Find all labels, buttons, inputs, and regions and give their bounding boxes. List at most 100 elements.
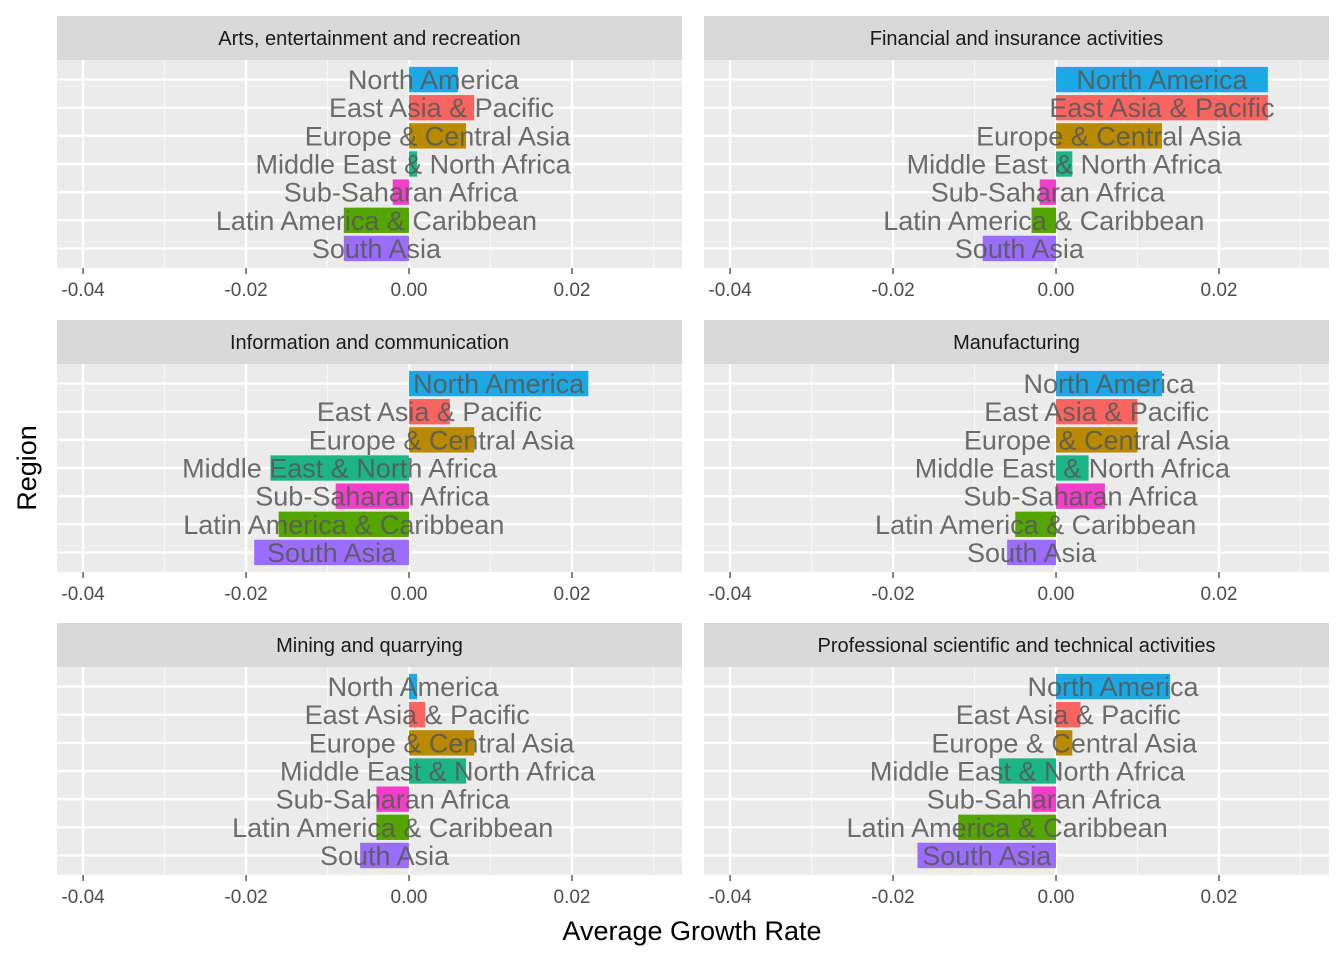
facet-title: Professional scientific and technical ac… — [818, 635, 1216, 657]
bar-label: Latin America & Caribbean — [875, 510, 1196, 540]
facet-panel: Information and communication North Ameri… — [57, 320, 682, 605]
bar — [1015, 511, 1057, 537]
bar-label: North America — [328, 672, 500, 702]
bar — [409, 730, 475, 756]
bar-label: Sub-Saharan Africa — [284, 178, 519, 208]
bar — [335, 483, 410, 509]
x-tick-label: 0.02 — [554, 280, 591, 301]
bar — [409, 673, 418, 700]
facet-strip — [57, 623, 682, 667]
bar — [270, 455, 410, 481]
bar-label: North America — [1076, 65, 1248, 95]
bar-label: Latin America & Caribbean — [183, 510, 504, 540]
bar — [278, 511, 410, 537]
bar-label: East Asia & Pacific — [1049, 93, 1274, 123]
facet-strip — [704, 320, 1329, 364]
bar-label: North America — [413, 369, 585, 399]
x-tick-label: 0.00 — [391, 280, 428, 301]
bar — [1056, 427, 1138, 453]
bar — [1056, 455, 1089, 481]
bar — [1031, 786, 1057, 812]
x-tick-label: 0.00 — [391, 887, 428, 908]
x-tick-label: 0.00 — [1038, 887, 1075, 908]
bar-label: North America — [1028, 672, 1200, 702]
bar-label: South Asia — [967, 538, 1097, 568]
x-tick-label: -0.02 — [871, 584, 914, 605]
bar-label: South Asia — [922, 841, 1052, 871]
bar — [1056, 702, 1081, 728]
facet-title: Arts, entertainment and recreation — [218, 28, 520, 50]
bar — [360, 842, 410, 869]
bar — [409, 702, 426, 728]
x-tick-label: 0.02 — [554, 887, 591, 908]
bar-label: Middle East & North Africa — [915, 454, 1231, 484]
bar-label: Latin America & Caribbean — [847, 813, 1168, 843]
bar — [1056, 66, 1268, 93]
bar-label: Sub-Saharan Africa — [255, 482, 490, 512]
x-tick-label: 0.00 — [1038, 280, 1075, 301]
bar-label: East Asia & Pacific — [329, 93, 554, 123]
bar-label: Europe & Central Asia — [309, 728, 576, 758]
facet-title: Information and communication — [230, 332, 509, 354]
facet-panel: Professional scientific and technical ac… — [704, 623, 1329, 908]
facet-title: Mining and quarrying — [276, 635, 463, 657]
x-tick-label: -0.02 — [224, 584, 267, 605]
x-tick-label: -0.04 — [708, 584, 752, 605]
bar-label: Middle East & North Africa — [256, 150, 572, 180]
bar-label: Middle East & North Africa — [182, 454, 498, 484]
bar-label: South Asia — [267, 538, 397, 568]
bar-label: Middle East & North Africa — [870, 757, 1186, 787]
bar — [1031, 207, 1057, 233]
x-tick-label: -0.02 — [224, 887, 267, 908]
x-tick-label: -0.02 — [224, 280, 267, 301]
bar — [1056, 151, 1073, 177]
bar-label: Europe & Central Asia — [964, 425, 1231, 455]
bar — [392, 179, 410, 205]
bar — [409, 66, 458, 93]
facet-panel: Arts, entertainment and recreation North … — [57, 16, 682, 301]
x-tick-label: 0.02 — [1201, 584, 1238, 605]
bar-label: North America — [1023, 369, 1195, 399]
bar — [1039, 179, 1057, 205]
bar — [958, 814, 1057, 840]
facet-strip — [704, 623, 1329, 667]
bar — [343, 207, 410, 233]
bar-label: East Asia & Pacific — [305, 700, 530, 730]
facet-title: Manufacturing — [953, 332, 1080, 354]
y-axis-title: Region — [12, 425, 42, 511]
bar — [409, 151, 418, 177]
facet-strip — [57, 320, 682, 364]
bar-label: South Asia — [320, 841, 450, 871]
bar-label: Sub-Saharan Africa — [276, 785, 511, 815]
bar — [1056, 730, 1073, 756]
bar-label: Middle East & North Africa — [907, 150, 1223, 180]
bar-label: Latin America & Caribbean — [883, 206, 1204, 236]
x-tick-label: -0.02 — [871, 887, 914, 908]
bar — [982, 235, 1057, 262]
facet-strip — [704, 16, 1329, 60]
x-tick-label: -0.04 — [61, 887, 105, 908]
bar-label: Sub-Saharan Africa — [927, 785, 1162, 815]
bar-label: East Asia & Pacific — [956, 700, 1181, 730]
bar — [998, 758, 1057, 784]
bar-label: Europe & Central Asia — [976, 121, 1243, 151]
bar — [1056, 483, 1105, 509]
bar — [1007, 539, 1057, 566]
x-tick-label: 0.00 — [1038, 584, 1075, 605]
bar — [409, 427, 475, 453]
bar-label: Middle East & North Africa — [280, 757, 596, 787]
bar — [409, 370, 589, 397]
x-tick-label: -0.04 — [708, 280, 752, 301]
bar — [1056, 370, 1162, 397]
x-axis-title: Average Growth Rate — [562, 916, 821, 946]
x-tick-label: -0.02 — [871, 280, 914, 301]
